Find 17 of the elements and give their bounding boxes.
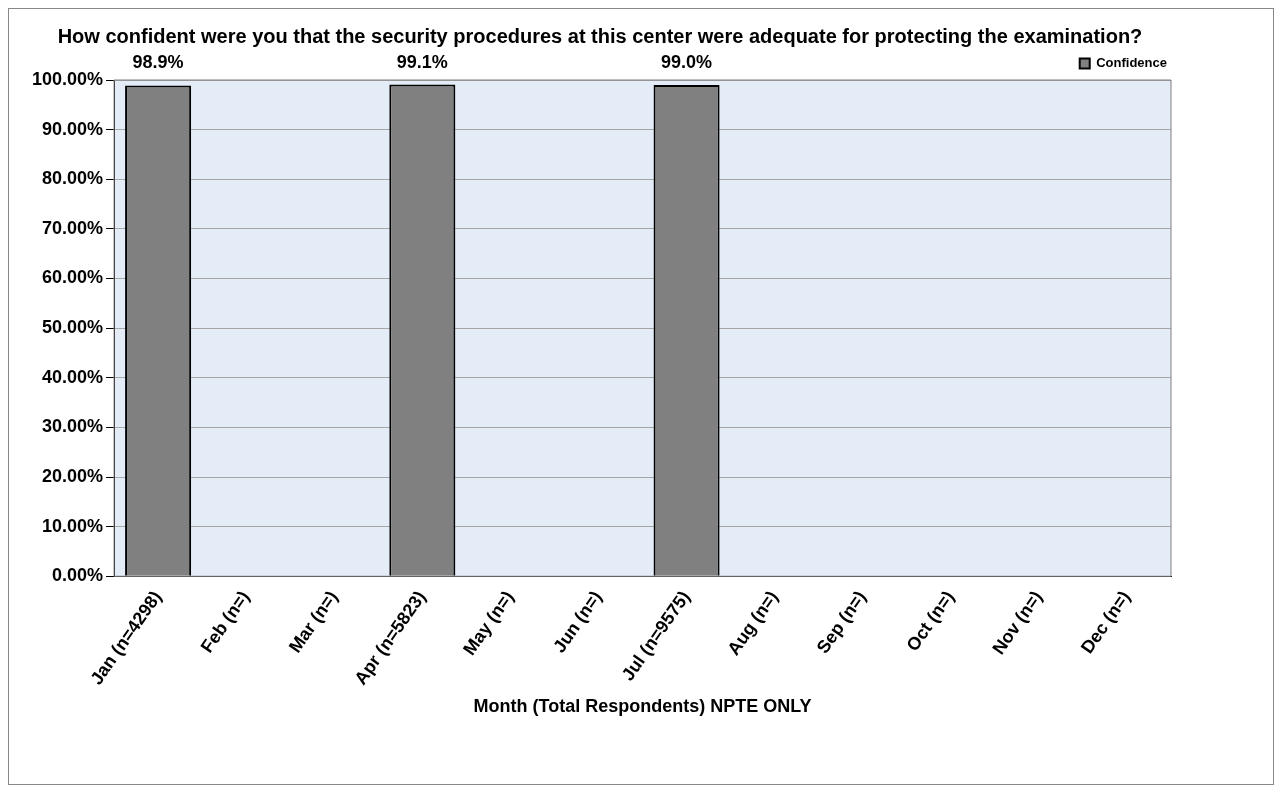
y-tick-label: 50.00% <box>42 317 104 338</box>
y-tick-label: 20.00% <box>42 465 104 486</box>
chart-title: How confident were you that the security procedures at this center were adequate for protecting the examination? <box>57 24 1143 47</box>
x-axis-title: Month (Total Respondents) NPTE ONLY <box>473 696 812 717</box>
data-label: 99.0% <box>661 51 713 72</box>
y-tick-label: 40.00% <box>42 366 104 387</box>
y-tick-label: 60.00% <box>42 267 104 288</box>
y-tick-label: 70.00% <box>42 217 104 238</box>
y-tick-label: 100.00% <box>32 68 104 89</box>
y-tick-label: 90.00% <box>42 118 104 139</box>
y-tick-label: 10.00% <box>42 515 104 536</box>
data-label: 98.9% <box>132 51 184 72</box>
y-tick-label: 80.00% <box>42 168 104 189</box>
y-tick-label: 30.00% <box>42 416 104 437</box>
data-label: 99.1% <box>396 51 448 72</box>
y-tick-label: 0.00% <box>52 565 104 586</box>
legend-label: Confidence <box>1096 55 1168 71</box>
